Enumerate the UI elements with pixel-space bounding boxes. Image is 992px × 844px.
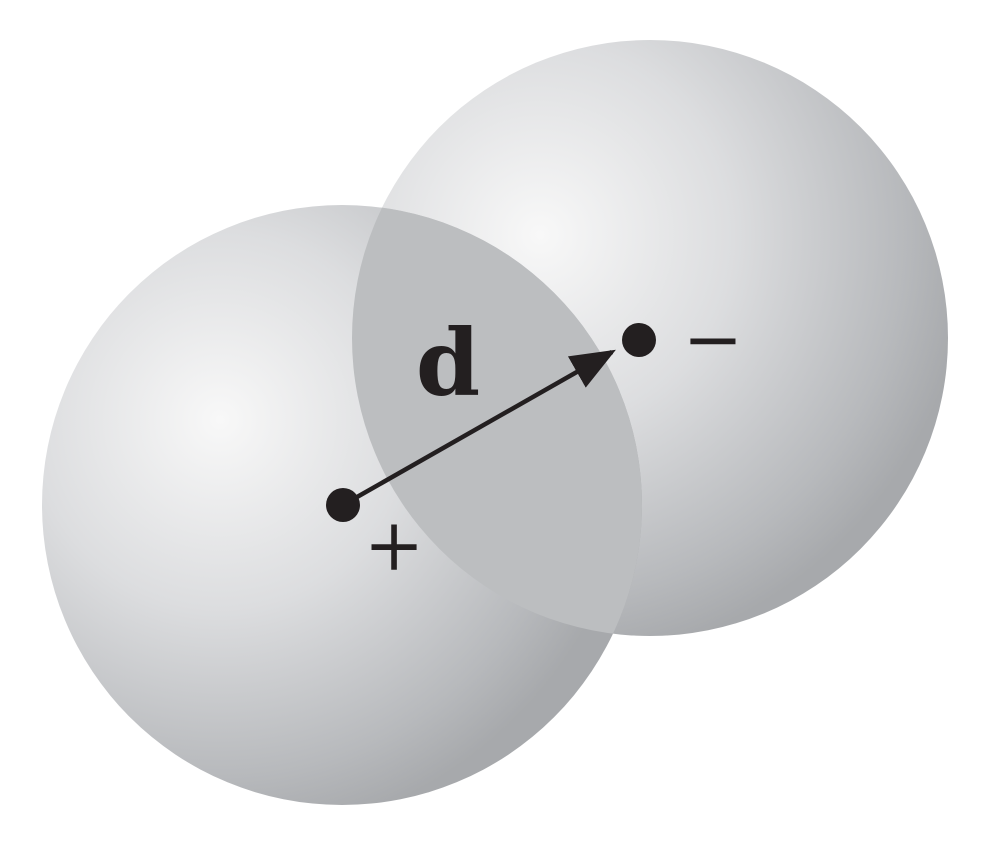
dipole-vector-label: d (416, 309, 480, 417)
positive-charge-center (326, 488, 360, 522)
negative-charge-label: − (683, 297, 743, 381)
negative-charge-center (622, 323, 656, 357)
dipole-vector-arrow (341, 349, 616, 507)
sphere-overlap-region (352, 205, 642, 636)
positive-charge-label: + (364, 503, 424, 587)
